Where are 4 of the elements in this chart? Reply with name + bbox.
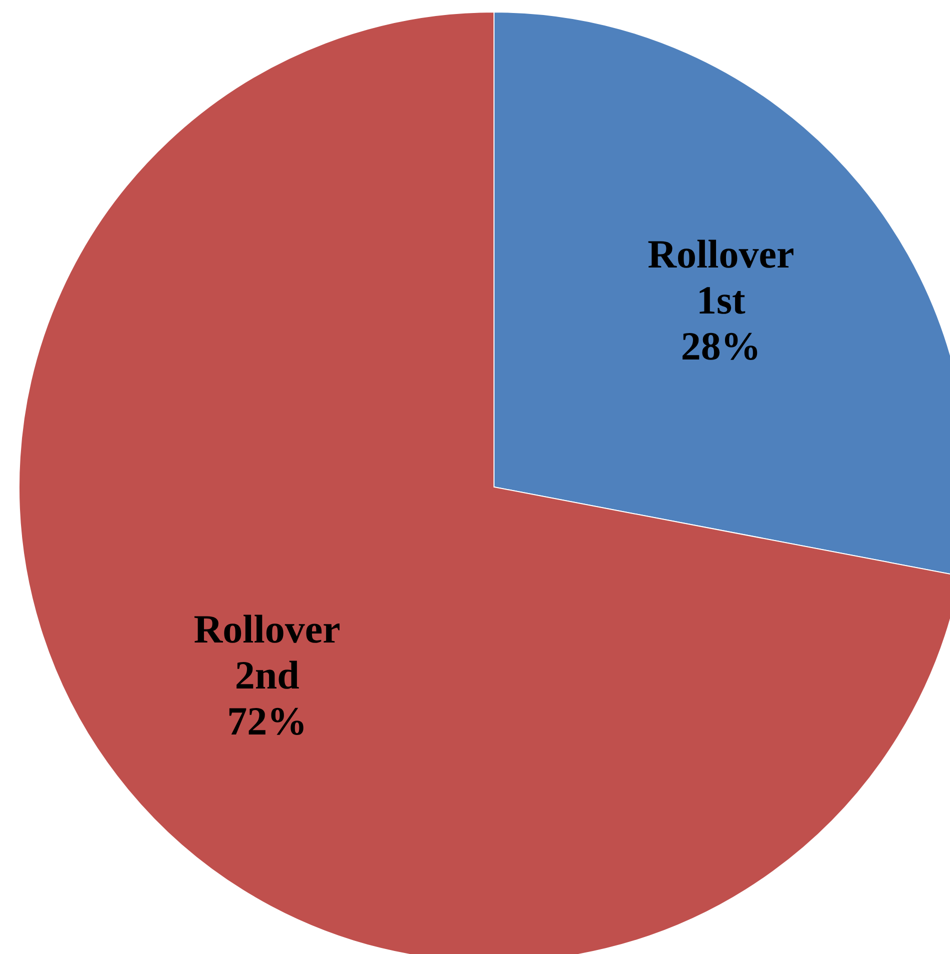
slice-label: Rollover 2nd bbox=[194, 606, 340, 698]
slice-label: Rollover 1st bbox=[648, 230, 794, 322]
data-label: 72% bbox=[227, 698, 308, 744]
data-label: 28% bbox=[680, 322, 761, 368]
